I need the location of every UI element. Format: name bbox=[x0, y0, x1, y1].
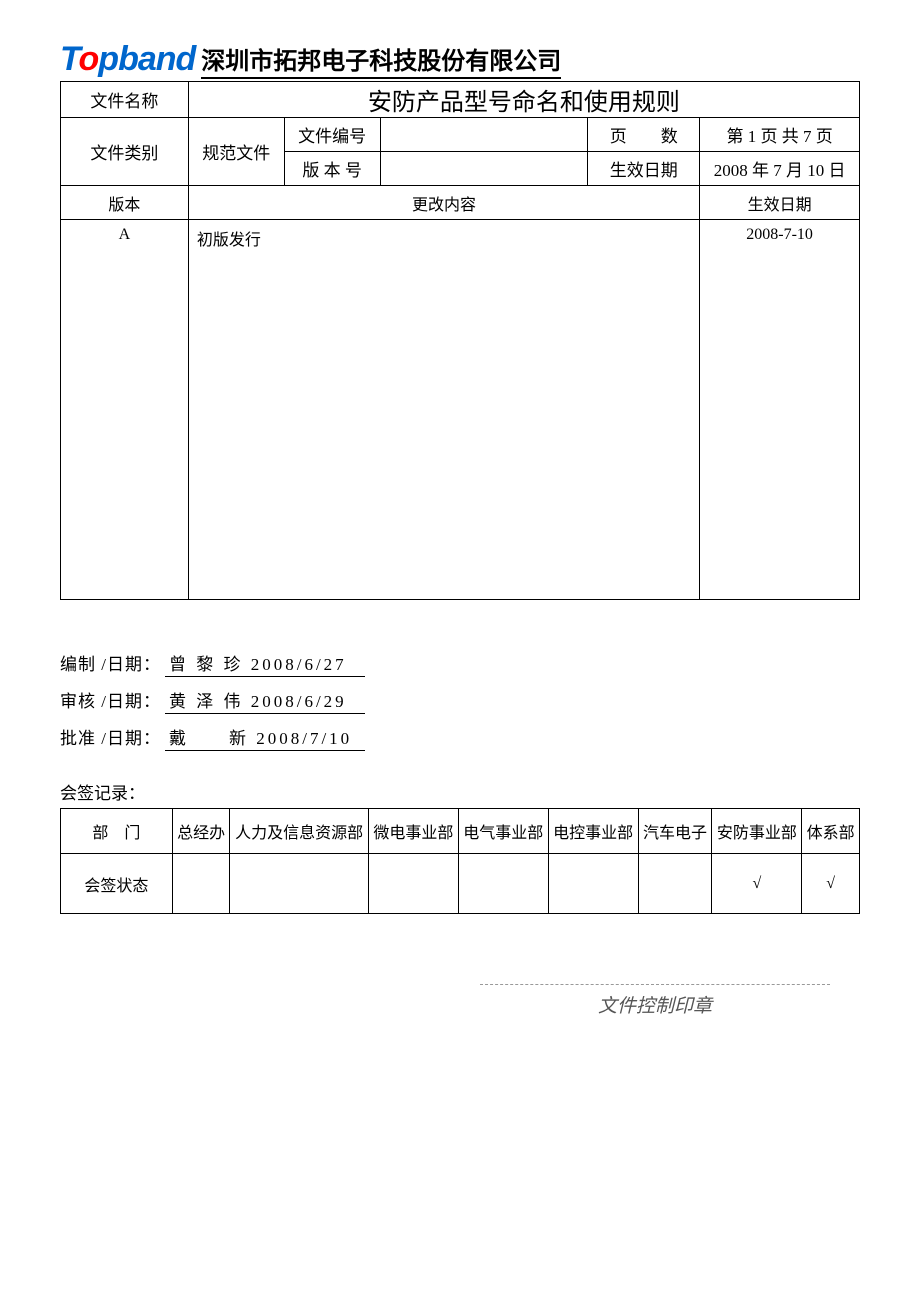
document-header: Topband 深圳市拓邦电子科技股份有限公司 bbox=[60, 40, 860, 79]
cosign-dept: 人力及信息资源部 bbox=[230, 809, 368, 854]
rev-version: A bbox=[61, 220, 189, 600]
table-row: 文件名称 安防产品型号命名和使用规则 bbox=[61, 82, 860, 118]
sig-approved: 批准 /日期： 戴 新 2008/7/10 bbox=[60, 724, 860, 751]
cosign-status-header: 会签状态 bbox=[61, 854, 173, 914]
rev-date: 2008-7-10 bbox=[700, 220, 860, 600]
file-type-value: 规范文件 bbox=[188, 118, 284, 186]
cosign-status: √ bbox=[802, 854, 860, 914]
cosign-dept: 电控事业部 bbox=[548, 809, 638, 854]
doc-no-label: 文件编号 bbox=[284, 118, 380, 152]
cosign-table: 部 门 总经办 人力及信息资源部 微电事业部 电气事业部 电控事业部 汽车电子 … bbox=[60, 808, 860, 914]
cosign-status bbox=[638, 854, 712, 914]
table-row: 文件类别 规范文件 文件编号 页 数 第 1 页 共 7 页 bbox=[61, 118, 860, 152]
file-name-label: 文件名称 bbox=[61, 82, 189, 118]
table-row: 版本 更改内容 生效日期 bbox=[61, 186, 860, 220]
revision-table: 版本 更改内容 生效日期 A 初版发行 2008-7-10 bbox=[60, 185, 860, 600]
stamp-box: 文件控制印章 bbox=[480, 984, 830, 1018]
logo-text-pre: T bbox=[60, 40, 79, 78]
sig-approved-label: 批准 /日期： bbox=[60, 724, 161, 749]
doc-info-table: 文件名称 安防产品型号命名和使用规则 文件类别 规范文件 文件编号 页 数 第 … bbox=[60, 81, 860, 186]
cosign-label: 会签记录： bbox=[60, 779, 860, 804]
sig-prepared: 编制 /日期： 曾 黎 珍 2008/6/27 bbox=[60, 650, 860, 677]
table-row: 会签状态 √ √ bbox=[61, 854, 860, 914]
sig-reviewed-label: 审核 /日期： bbox=[60, 687, 161, 712]
sig-approved-value: 戴 新 2008/7/10 bbox=[165, 724, 365, 751]
file-name-value: 安防产品型号命名和使用规则 bbox=[188, 82, 859, 118]
cosign-status: √ bbox=[712, 854, 802, 914]
file-type-label: 文件类别 bbox=[61, 118, 189, 186]
rev-col-change: 更改内容 bbox=[188, 186, 699, 220]
effective-date-value: 2008 年 7 月 10 日 bbox=[700, 152, 860, 186]
cosign-status bbox=[172, 854, 230, 914]
doc-no-value bbox=[380, 118, 588, 152]
logo-dot: o bbox=[79, 40, 99, 78]
company-name: 深圳市拓邦电子科技股份有限公司 bbox=[201, 41, 561, 79]
logo-text-post: pband bbox=[98, 40, 195, 78]
cosign-dept: 总经办 bbox=[172, 809, 230, 854]
cosign-status bbox=[458, 854, 548, 914]
sig-reviewed: 审核 /日期： 黄 泽 伟 2008/6/29 bbox=[60, 687, 860, 714]
page-value: 第 1 页 共 7 页 bbox=[700, 118, 860, 152]
table-row: A 初版发行 2008-7-10 bbox=[61, 220, 860, 600]
cosign-dept-header: 部 门 bbox=[61, 809, 173, 854]
sig-reviewed-value: 黄 泽 伟 2008/6/29 bbox=[165, 687, 365, 714]
cosign-status bbox=[548, 854, 638, 914]
cosign-dept: 汽车电子 bbox=[638, 809, 712, 854]
signature-block: 编制 /日期： 曾 黎 珍 2008/6/27 审核 /日期： 黄 泽 伟 20… bbox=[60, 650, 860, 751]
rev-change: 初版发行 bbox=[188, 220, 699, 600]
sig-prepared-value: 曾 黎 珍 2008/6/27 bbox=[165, 650, 365, 677]
cosign-dept: 电气事业部 bbox=[458, 809, 548, 854]
cosign-status bbox=[230, 854, 368, 914]
effective-date-label: 生效日期 bbox=[588, 152, 700, 186]
cosign-dept: 安防事业部 bbox=[712, 809, 802, 854]
version-label: 版 本 号 bbox=[284, 152, 380, 186]
cosign-dept: 微电事业部 bbox=[368, 809, 458, 854]
page-label: 页 数 bbox=[588, 118, 700, 152]
rev-col-date: 生效日期 bbox=[700, 186, 860, 220]
cosign-dept: 体系部 bbox=[802, 809, 860, 854]
rev-col-version: 版本 bbox=[61, 186, 189, 220]
table-row: 部 门 总经办 人力及信息资源部 微电事业部 电气事业部 电控事业部 汽车电子 … bbox=[61, 809, 860, 854]
cosign-status bbox=[368, 854, 458, 914]
sig-prepared-label: 编制 /日期： bbox=[60, 650, 161, 675]
logo: Topband bbox=[60, 40, 195, 79]
version-value bbox=[380, 152, 588, 186]
